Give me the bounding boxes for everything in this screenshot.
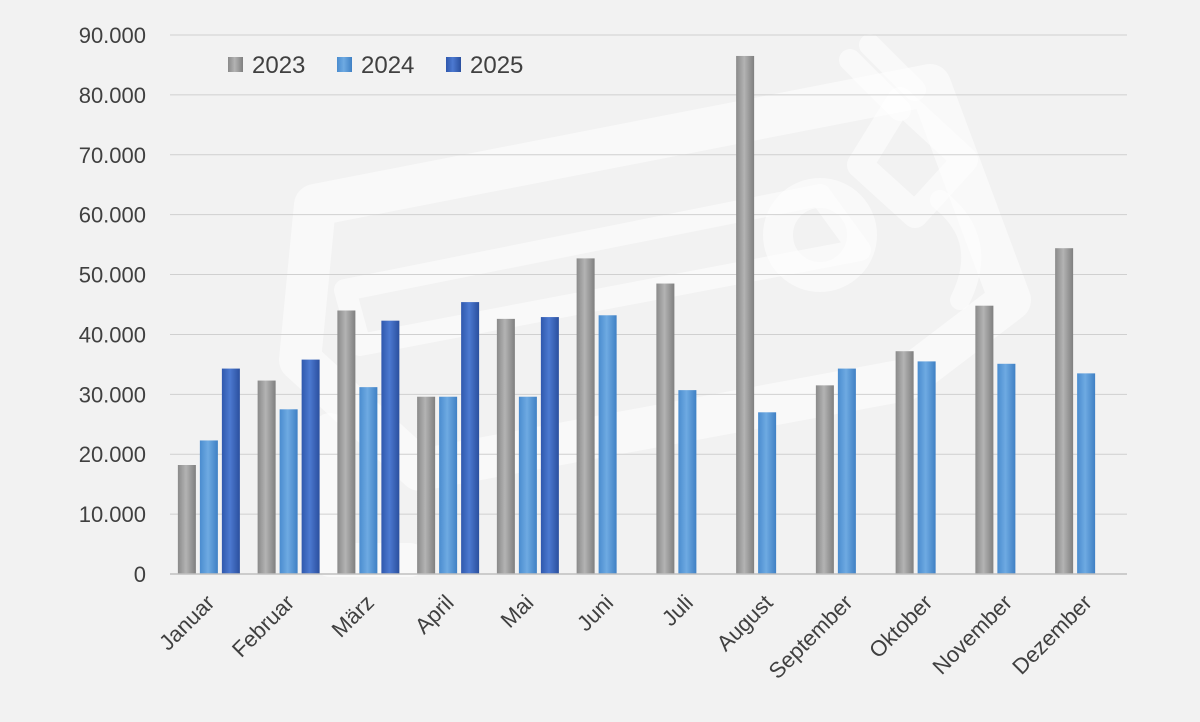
bar-2024-Januar	[199, 440, 218, 574]
bar-2024-Mai	[518, 396, 537, 574]
x-tick-label: April	[410, 590, 459, 639]
bar-2024-Juni	[598, 315, 617, 574]
x-tick-label: Mai	[496, 590, 539, 633]
legend-swatch-2024	[337, 57, 352, 72]
y-tick-label: 0	[134, 562, 146, 587]
y-tick-label: 70.000	[79, 143, 146, 168]
gridlines	[170, 34, 1127, 515]
bar-2024-November	[997, 363, 1016, 574]
y-tick-label: 50.000	[79, 263, 146, 288]
bar-2023-Juli	[656, 283, 675, 574]
legend-swatch-2023	[228, 57, 243, 72]
x-tick-label: März	[327, 590, 379, 642]
bar-2024-Februar	[279, 409, 298, 574]
y-tick-label: 10.000	[79, 502, 146, 527]
legend: 2023 2024 2025	[228, 52, 523, 79]
bar-2023-Oktober	[895, 351, 914, 574]
x-axis: Januar Februar März April Mai Juni Juli AugustS…	[154, 590, 1097, 684]
bar-2023-April	[417, 396, 436, 574]
bar-2024-Juli	[678, 390, 697, 574]
x-tick-label: Dezember	[1007, 590, 1096, 679]
x-tick-label: Oktober	[864, 590, 937, 663]
bar-2023-März	[337, 310, 356, 574]
bar-2023-Dezember	[1055, 248, 1074, 574]
y-tick-label: 20.000	[79, 442, 146, 467]
bar-2023-August	[736, 55, 755, 574]
bar-2023-Februar	[257, 380, 276, 574]
bar-2024-März	[359, 387, 378, 574]
y-axis: 0 10.000 20.000 30.000 40.000 50.000 60.000 70.…	[79, 23, 146, 587]
bar-2024-August	[758, 412, 777, 574]
x-tick-label: November	[927, 590, 1016, 679]
x-tick-label: September	[764, 590, 858, 684]
bar-2025-Februar	[301, 359, 320, 574]
bar-2025-Mai	[540, 317, 559, 574]
y-tick-label: 30.000	[79, 382, 146, 407]
bar-2024-April	[439, 396, 458, 574]
legend-label: 2025	[470, 52, 523, 79]
bar-2023-Juni	[576, 258, 595, 574]
bar-2025-April	[461, 302, 480, 574]
x-tick-label: August	[712, 590, 778, 656]
bar-2024-Dezember	[1077, 373, 1096, 574]
x-tick-label: Februar	[227, 590, 299, 662]
x-tick-label: Juli	[657, 590, 698, 631]
bar-2023-November	[975, 305, 994, 574]
legend-label: 2023	[252, 52, 305, 79]
bar-2025-Januar	[221, 368, 240, 574]
bar-2023-Januar	[177, 465, 196, 574]
bar-2024-September	[837, 368, 856, 574]
legend-label: 2024	[361, 52, 414, 79]
legend-swatch-2025	[446, 57, 461, 72]
y-tick-label: 60.000	[79, 203, 146, 228]
bars	[177, 55, 1096, 574]
bar-2023-September	[815, 385, 834, 574]
y-tick-label: 90.000	[79, 23, 146, 48]
x-tick-label: Januar	[154, 590, 219, 655]
y-tick-label: 80.000	[79, 83, 146, 108]
bar-2024-Oktober	[917, 361, 936, 574]
bar-2025-März	[381, 320, 400, 574]
y-tick-label: 40.000	[79, 322, 146, 347]
bar-2023-Mai	[496, 318, 515, 574]
x-tick-label: Juni	[572, 590, 618, 636]
